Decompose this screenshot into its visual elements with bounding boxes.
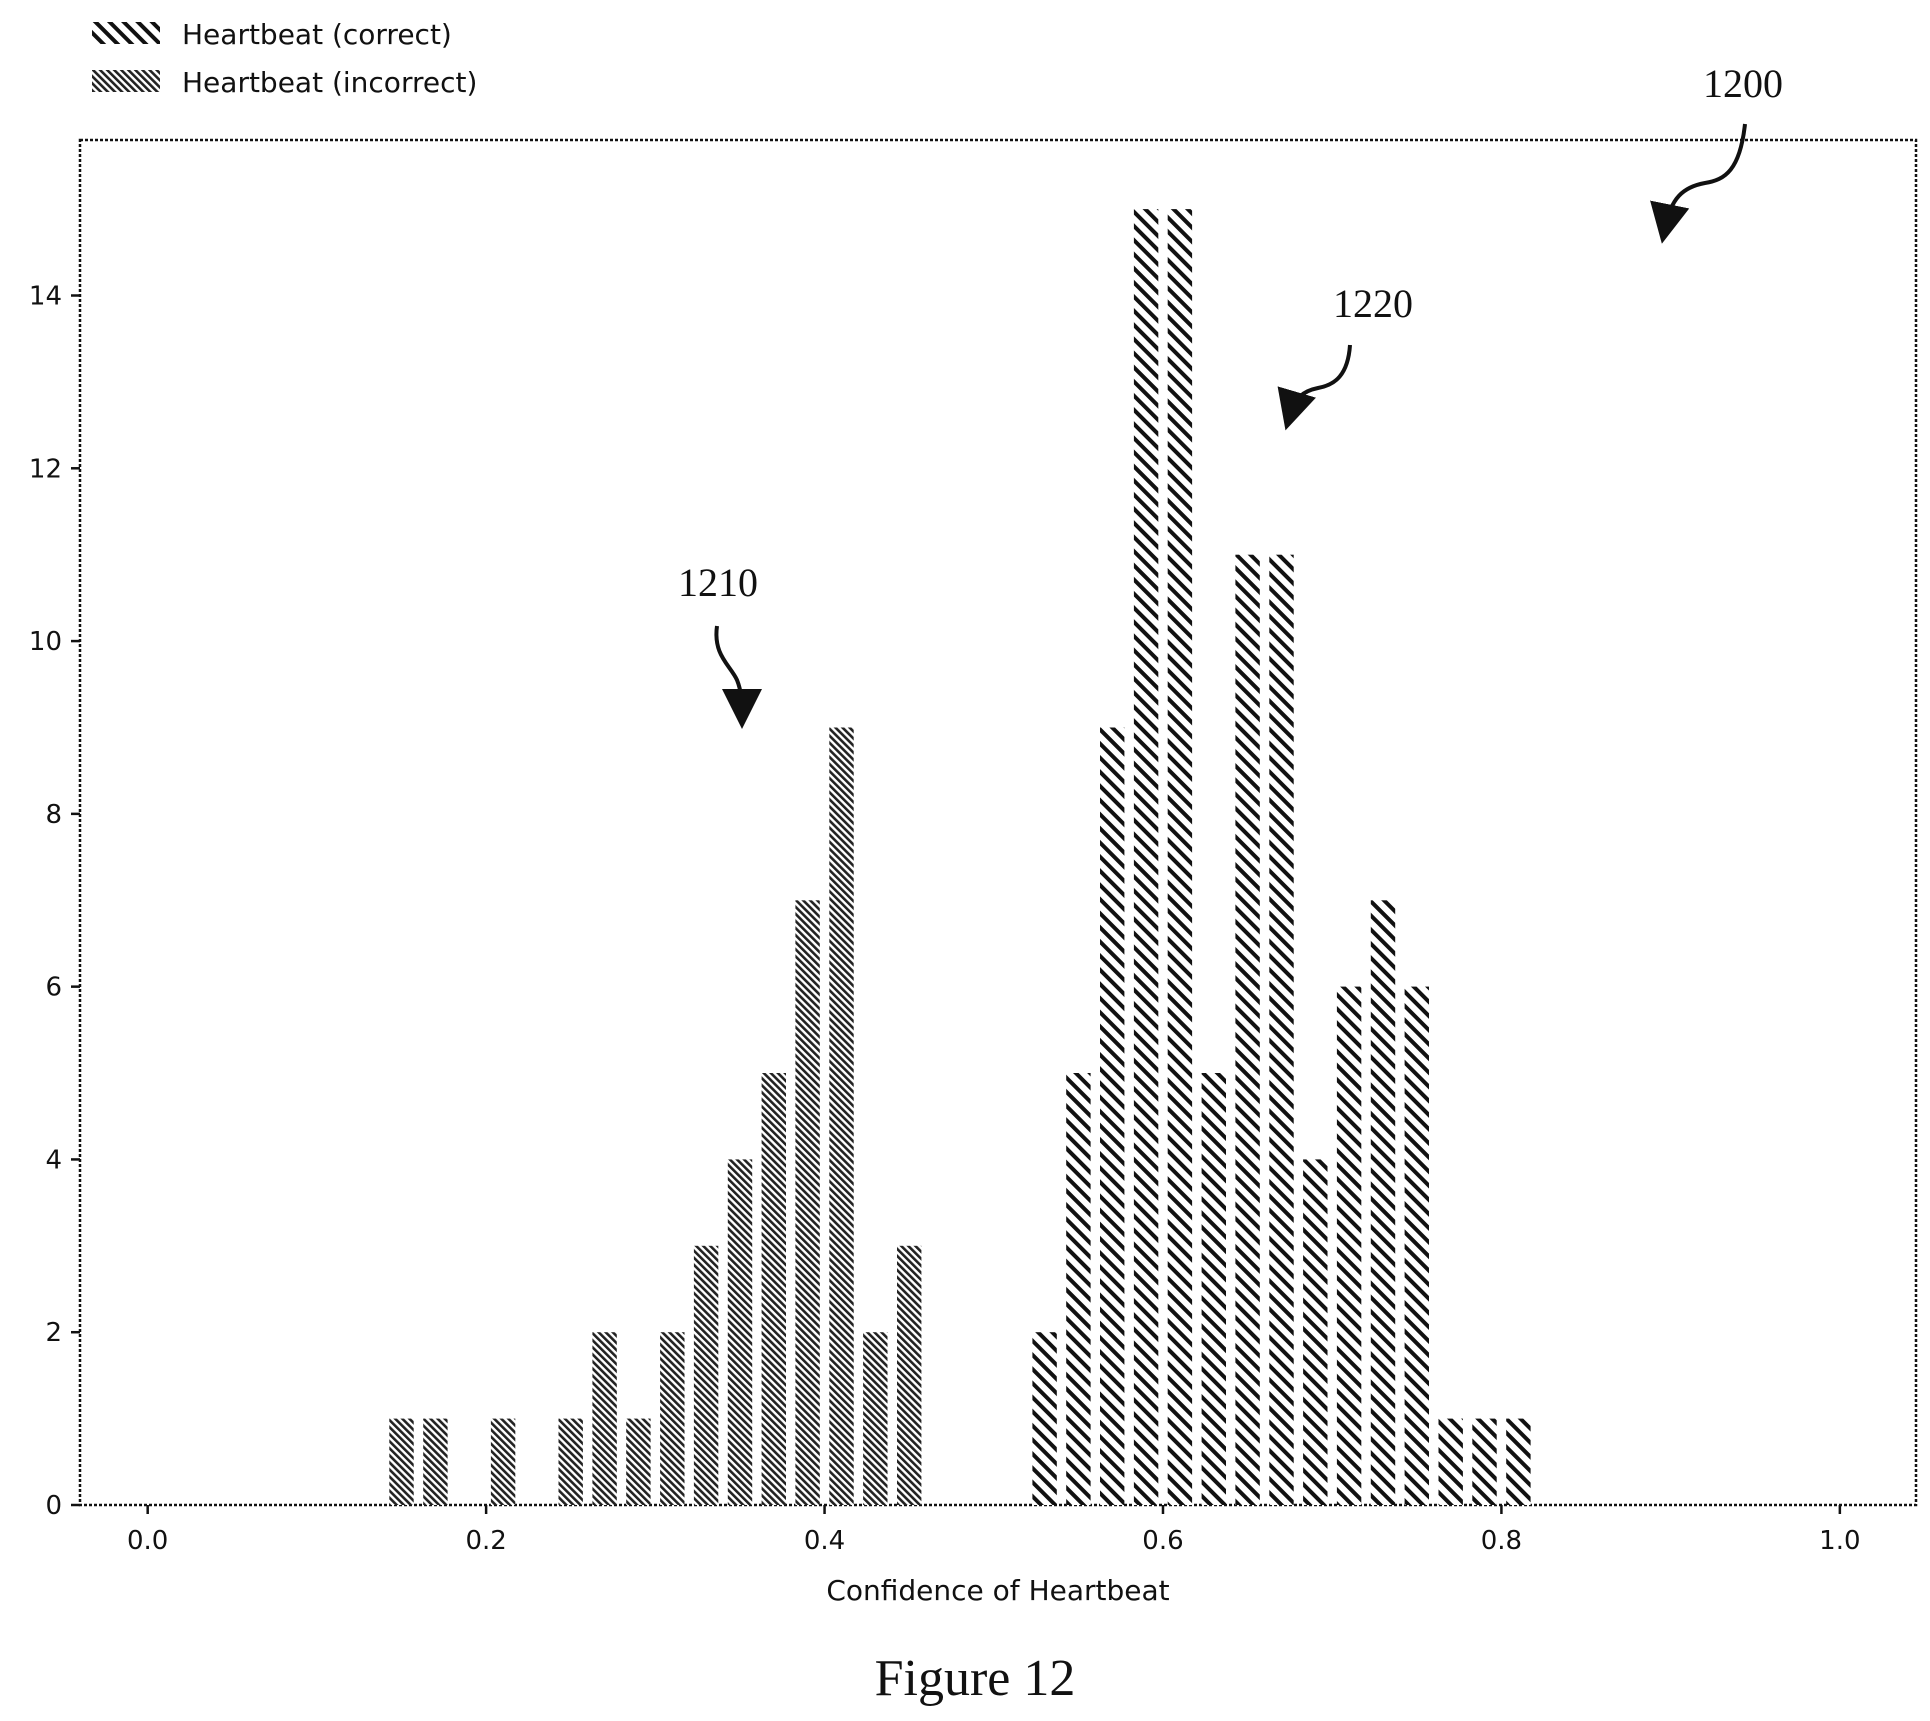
legend-label-correct: Heartbeat (correct) [182,18,452,51]
bar-incorrect [897,1245,922,1505]
bar-incorrect [660,1332,685,1505]
bar-correct [1269,554,1294,1505]
legend-swatch-incorrect [92,70,160,92]
bar-correct [1201,1073,1226,1505]
y-tick-label: 14 [29,282,62,312]
y-tick-label: 8 [45,800,62,830]
bar-correct [1066,1073,1091,1505]
bar-incorrect [863,1332,888,1505]
bar-correct [1167,209,1193,1506]
axes-group: 0.0 0.2 0.4 0.6 0.8 1.0 0 2 4 6 8 10 12 14 [29,282,1861,1556]
plot-frame [78,138,1918,1507]
reference-numeral-1210: 1210 [678,560,758,605]
x-tick-label: 0.8 [1481,1526,1522,1556]
bar-incorrect [693,1245,719,1505]
bar-correct [1404,986,1429,1505]
y-tick-label: 6 [45,973,62,1003]
bar-incorrect [626,1418,651,1505]
arrow-1200 [1650,123,1747,244]
arrow-1210 [714,625,762,729]
bar-incorrect [795,900,820,1505]
bar-incorrect [829,727,854,1505]
x-tick-label: 0.6 [1142,1526,1183,1556]
bar-incorrect [592,1332,617,1505]
x-tick-label: 1.0 [1819,1526,1860,1556]
x-axis-label: Confidence of Heartbeat [826,1574,1169,1607]
bar-correct [1032,1332,1057,1505]
bar-correct [1370,900,1396,1505]
reference-numeral-1200: 1200 [1703,61,1783,106]
bar-correct [1133,209,1159,1506]
figure-caption: Figure 12 [875,1650,1076,1707]
y-tick-label: 0 [45,1491,62,1521]
bar-incorrect [389,1418,414,1505]
bar-incorrect [761,1073,786,1505]
bar-incorrect [727,1159,753,1505]
bar-correct [1235,554,1260,1505]
bar-correct [1100,727,1125,1505]
legend: Heartbeat (correct) Heartbeat (incorrect… [92,18,477,99]
bar-incorrect [423,1418,448,1505]
reference-numeral-1220: 1220 [1333,281,1413,326]
bar-correct [1472,1418,1497,1505]
annotations: 1200 1220 1210 [678,61,1783,729]
x-tick-label: 0.4 [804,1526,845,1556]
y-tick-label: 12 [29,454,62,484]
bar-correct [1438,1418,1463,1505]
y-tick-label: 10 [29,627,62,657]
legend-swatch-correct [92,22,160,44]
arrow-1220 [1277,344,1352,431]
bar-correct [1506,1418,1531,1505]
x-tick-label: 0.0 [127,1526,168,1556]
bar-incorrect [558,1418,583,1505]
bars-group [389,209,1531,1506]
y-tick-label: 4 [45,1145,62,1175]
bar-incorrect [490,1418,516,1505]
bar-correct [1303,1159,1328,1505]
y-tick-label: 2 [45,1318,62,1348]
x-tick-label: 0.2 [465,1526,506,1556]
legend-label-incorrect: Heartbeat (incorrect) [182,66,477,99]
bar-correct [1336,986,1362,1505]
